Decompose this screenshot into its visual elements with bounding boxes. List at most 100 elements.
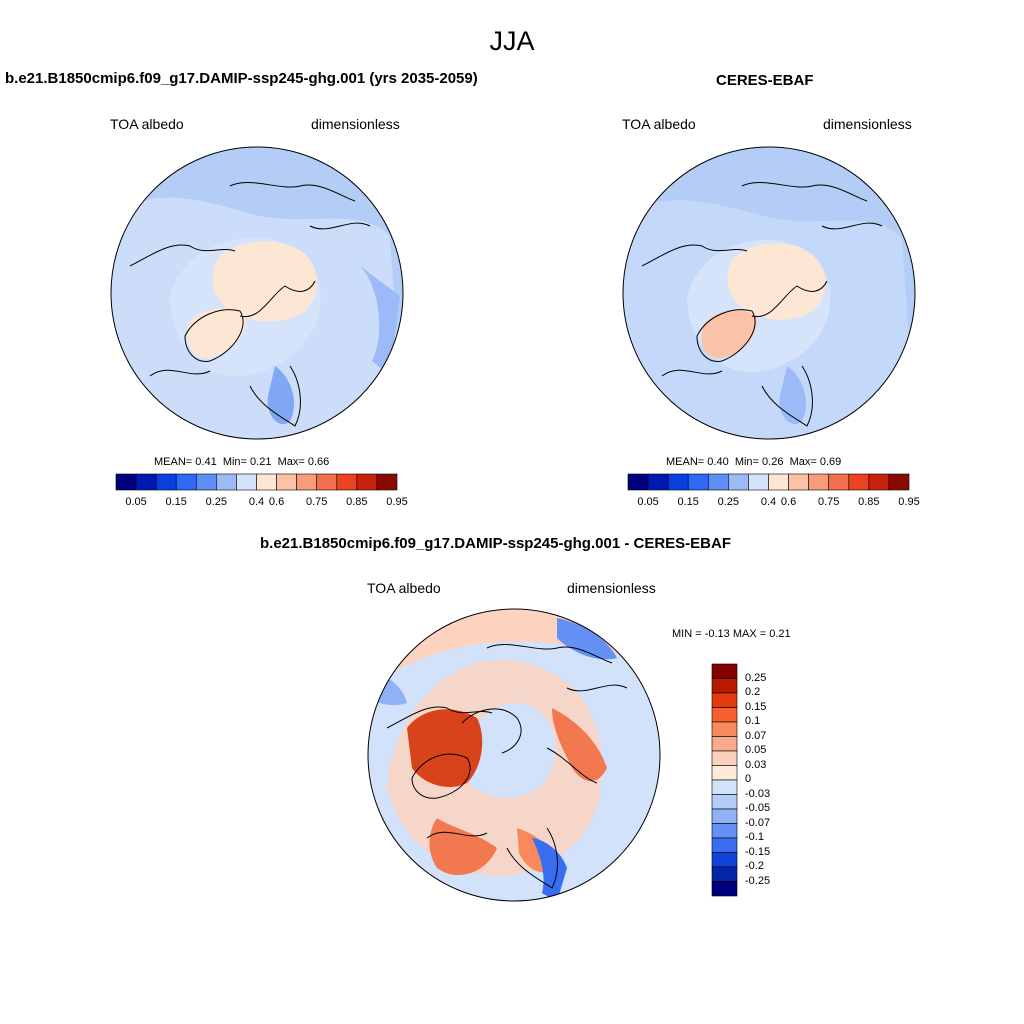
colorbar-tick-label: 0.6 xyxy=(780,496,797,508)
colorbar-swatch xyxy=(711,765,738,781)
colorbar-swatch xyxy=(711,678,738,694)
mean-value: 0.41 xyxy=(195,456,217,468)
min-value: 0.26 xyxy=(762,456,784,468)
colorbar-swatch xyxy=(788,473,809,491)
colorbar-tick-label: -0.05 xyxy=(745,802,771,814)
colorbar-swatch xyxy=(711,837,738,853)
panel-3-stats: MIN = -0.13 MAX = 0.21 xyxy=(672,628,791,640)
colorbar-swatch xyxy=(868,473,890,491)
colorbar-swatch xyxy=(667,473,689,491)
colorbar-swatch xyxy=(155,473,177,491)
colorbar-tick-label: 0.2 xyxy=(745,686,761,698)
colorbar-tick-label: 0.25 xyxy=(717,496,740,508)
colorbar-swatch xyxy=(236,473,257,491)
panel-2-colorbar xyxy=(627,473,910,491)
colorbar-tick-label: 0.85 xyxy=(346,496,368,508)
colorbar-tick-label: 0.1 xyxy=(745,715,761,727)
colorbar-swatch xyxy=(195,473,217,491)
greenland-region xyxy=(701,309,757,359)
colorbar-swatch xyxy=(711,750,738,766)
colorbar-swatch xyxy=(711,852,738,868)
colorbar-swatch xyxy=(135,473,157,491)
colorbar-swatch xyxy=(748,473,769,491)
colorbar-tick-label: 0 xyxy=(745,773,752,785)
colorbar-swatch xyxy=(711,808,738,824)
colorbar-swatch xyxy=(828,473,850,491)
panel-3-title: b.e21.B1850cmip6.f09_g17.DAMIP-ssp245-gh… xyxy=(260,535,731,552)
map-boundary xyxy=(110,146,404,440)
colorbar-swatch xyxy=(888,473,910,491)
min-label: MIN = xyxy=(672,628,702,640)
colorbar-swatch xyxy=(711,692,738,708)
colorbar-tick-label: 0.75 xyxy=(305,496,328,508)
colorbar-swatch xyxy=(711,881,738,897)
arctic-high-albedo-region xyxy=(212,241,318,322)
max-label: MAX = xyxy=(732,628,767,640)
panel-3-polar-map xyxy=(367,608,661,902)
colorbar-swatch xyxy=(336,473,358,491)
colorbar-swatch xyxy=(711,794,738,810)
canadian-archipelago-positive xyxy=(407,709,483,788)
panel-2-polar-map xyxy=(622,146,916,440)
panel-1-colorbar xyxy=(115,473,398,491)
panel-1-polar-map xyxy=(110,146,404,440)
figure-title: JJA xyxy=(489,26,535,56)
scandinavia-negative xyxy=(532,838,567,901)
colorbar-tick-label: -0.2 xyxy=(745,860,764,872)
panel-2-title: CERES-EBAF xyxy=(716,72,814,89)
pacific-region xyxy=(360,266,400,376)
panel-3-units: dimensionless xyxy=(567,580,656,596)
colorbar-tick-label: 0.03 xyxy=(745,758,767,771)
panel-1-stats: MEAN= 0.41 Min= 0.21 Max= 0.66 xyxy=(154,456,329,468)
colorbar-swatch xyxy=(356,473,378,491)
colorbar-swatch xyxy=(687,473,709,491)
max-label: Max= xyxy=(277,456,305,468)
colorbar-swatch xyxy=(711,663,738,679)
colorbar-tick-label: -0.03 xyxy=(745,787,771,800)
colorbar-swatch xyxy=(711,721,738,737)
panel-1-units: dimensionless xyxy=(311,116,400,132)
colorbar-swatch xyxy=(711,779,738,795)
mean-label: MEAN= xyxy=(666,456,705,468)
colorbar-swatch xyxy=(808,473,830,491)
map-boundary xyxy=(367,608,661,902)
colorbar-tick-label: 0.4 xyxy=(248,496,265,508)
colorbar-tick-label: 0.95 xyxy=(386,496,408,508)
colorbar-tick-label: 0.05 xyxy=(125,496,147,508)
panel-3-colorbar xyxy=(711,663,738,897)
mean-label: MEAN= xyxy=(154,456,193,468)
min-value: 0.21 xyxy=(250,456,272,468)
colorbar-tick-label: 0.05 xyxy=(745,744,767,756)
colorbar-swatch xyxy=(711,707,738,723)
map-boundary xyxy=(622,146,916,440)
colorbar-tick-label: 0.15 xyxy=(165,496,187,508)
coastlines xyxy=(386,644,628,889)
colorbar-tick-label: -0.07 xyxy=(745,816,771,829)
colorbar-tick-label: 0.07 xyxy=(745,729,767,742)
scandinavia-region xyxy=(267,366,295,425)
colorbar-swatch xyxy=(627,473,649,491)
colorbar-tick-label: 0.05 xyxy=(637,496,659,508)
colorbar-tick-label: 0.25 xyxy=(205,496,228,508)
colorbar-tick-label: 0.4 xyxy=(760,496,777,508)
panel-2-units: dimensionless xyxy=(823,116,912,132)
min-value: -0.13 xyxy=(704,628,730,640)
colorbar-swatch xyxy=(707,473,729,491)
coastlines xyxy=(129,182,371,427)
arctic-high-albedo-region xyxy=(727,243,826,320)
colorbar-swatch xyxy=(711,736,738,752)
max-value: 0.66 xyxy=(307,456,330,468)
coastlines xyxy=(641,182,883,427)
colorbar-swatch xyxy=(256,473,277,491)
min-label: Min= xyxy=(222,456,247,468)
greenland-region xyxy=(187,307,246,359)
colorbar-swatch xyxy=(175,473,197,491)
colorbar-swatch xyxy=(216,473,237,491)
scandinavia-region xyxy=(779,366,807,425)
panel-2-stats: MEAN= 0.40 Min= 0.26 Max= 0.69 xyxy=(666,456,841,468)
colorbar-tick-label: -0.15 xyxy=(745,845,771,858)
colorbar-swatch xyxy=(115,473,137,491)
panel-1-title: b.e21.B1850cmip6.f09_g17.DAMIP-ssp245-gh… xyxy=(5,70,478,87)
panel-1-variable: TOA albedo xyxy=(110,116,184,132)
colorbar-swatch xyxy=(768,473,789,491)
